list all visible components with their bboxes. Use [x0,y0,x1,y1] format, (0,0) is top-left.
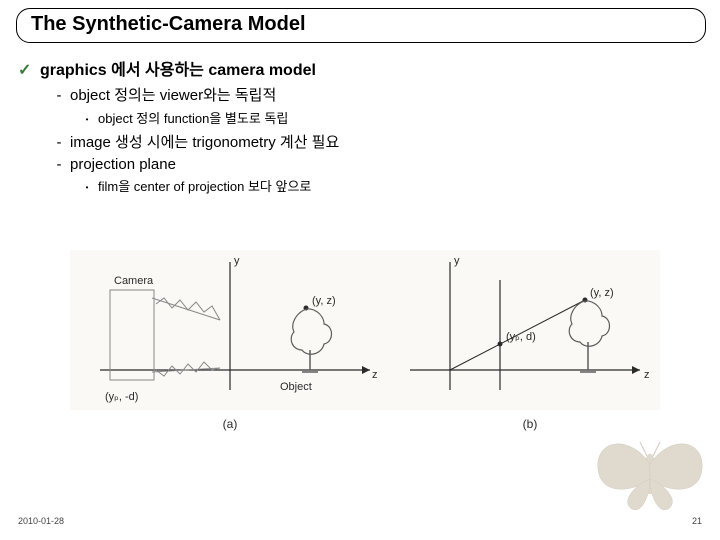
bullet-lvl3-text: film을 center of projection 보다 앞으로 [98,176,311,195]
bullet-lvl1-text: graphics 에서 사용하는 camera model [40,56,316,80]
figure: y z Camera (y, z) Object [70,250,660,440]
content-area: ✓ graphics 에서 사용하는 camera model - object… [18,52,702,195]
bullet-lvl2: - projection plane [52,156,702,173]
bullet-lvl1: ✓ graphics 에서 사용하는 camera model [18,56,702,80]
label-y-b: y [454,255,460,267]
bullet-lvl2-text: object 정의는 viewer와는 독립적 [70,84,276,105]
bullet-lvl3: • object 정의 function을 별도로 독립 [80,108,702,127]
bullet-lvl3-text: object 정의 function을 별도로 독립 [98,108,288,127]
label-ypd-a: (yₚ, -d) [105,391,138,403]
check-icon: ✓ [18,60,34,80]
title-box: The Synthetic-Camera Model [16,8,706,43]
slide-title: The Synthetic-Camera Model [31,13,306,35]
bullet-lvl2-text: image 생성 시에는 trigonometry 계산 필요 [70,131,339,152]
label-yz-a: (y, z) [312,295,336,307]
footer-page: 21 [692,516,702,526]
figure-svg: y z Camera (y, z) Object [70,250,660,440]
point-ypd-b [498,342,503,347]
dot-icon: • [80,115,94,124]
label-yz-b: (y, z) [590,287,614,299]
object-label: Object [280,381,312,393]
dash-icon: - [52,156,66,173]
footer-date: 2010-01-28 [18,516,64,526]
dash-icon: - [52,87,66,104]
label-z-a: z [372,369,378,381]
caption-a: (a) [223,417,238,431]
label-y-a: y [234,255,240,267]
camera-label: Camera [114,275,154,287]
bullet-lvl2-text: projection plane [70,156,176,173]
dash-icon: - [52,134,66,151]
moth-watermark [590,424,710,514]
bullet-lvl2: - object 정의는 viewer와는 독립적 [52,84,702,105]
figure-bg [70,250,660,410]
label-z-b: z [644,369,650,381]
caption-b: (b) [523,417,538,431]
bullet-lvl3: • film을 center of projection 보다 앞으로 [80,176,702,195]
bullet-lvl2: - image 생성 시에는 trigonometry 계산 필요 [52,131,702,152]
label-ypd-b: (yₚ, d) [506,331,536,343]
dot-icon: • [80,183,94,192]
